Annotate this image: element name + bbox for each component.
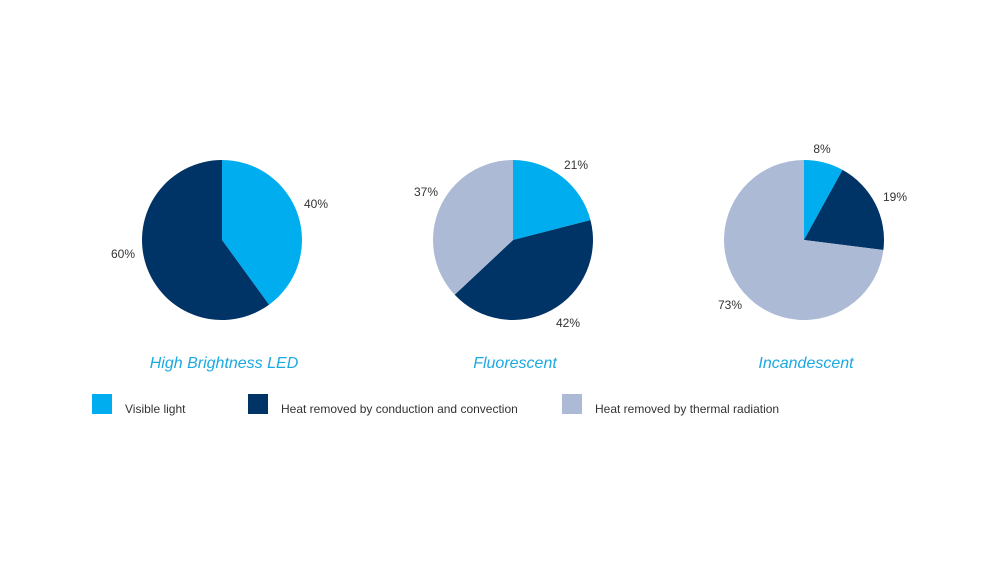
- slice-value-label: 40%: [304, 197, 328, 211]
- pie-slice-heat-removed-by-conduction-and-convection: [804, 169, 885, 251]
- legend-label: Visible light: [125, 402, 186, 416]
- legend-swatch-conduction-convection: [248, 394, 268, 414]
- pie-slice-heat-removed-by-conduction-and-convection: [454, 220, 593, 320]
- legend: Visible light Heat removed by conduction…: [0, 394, 1000, 424]
- legend-label: Heat removed by thermal radiation: [595, 402, 780, 416]
- pie-chart-high-brightness-led: 40% 60% High Brightness LED: [111, 160, 328, 372]
- legend-item-visible-light: Visible light: [92, 394, 186, 416]
- pie-slice-visible-light: [222, 160, 303, 305]
- slice-value-label: 60%: [111, 247, 135, 261]
- pie-slice-heat-removed-by-thermal-radiation: [724, 160, 884, 320]
- legend-swatch-thermal-radiation: [562, 394, 582, 414]
- chart-title: Fluorescent: [473, 355, 557, 372]
- legend-item-thermal-radiation: Heat removed by thermal radiation: [562, 394, 780, 416]
- slice-value-label: 37%: [414, 185, 438, 199]
- chart-title: High Brightness LED: [150, 355, 299, 372]
- slice-value-label: 19%: [883, 190, 907, 204]
- slice-value-label: 73%: [718, 298, 742, 312]
- pie-slice-heat-removed-by-thermal-radiation: [433, 160, 513, 295]
- pie-slice-heat-removed-by-conduction-and-convection: [142, 160, 270, 320]
- slice-value-label: 42%: [556, 316, 580, 330]
- slice-value-label: 8%: [813, 142, 831, 156]
- legend-label: Heat removed by conduction and convectio…: [281, 402, 518, 416]
- pie-chart-fluorescent: 21% 42% 37% Fluorescent: [414, 158, 593, 372]
- legend-item-conduction-convection: Heat removed by conduction and convectio…: [248, 394, 518, 416]
- pie-slice-visible-light: [513, 160, 591, 240]
- legend-swatch-visible-light: [92, 394, 112, 414]
- chart-title: Incandescent: [758, 355, 854, 372]
- slice-value-label: 21%: [564, 158, 588, 172]
- pie-chart-incandescent: 8% 19% 73% Incandescent: [718, 142, 907, 372]
- pie-slice-visible-light: [804, 160, 843, 240]
